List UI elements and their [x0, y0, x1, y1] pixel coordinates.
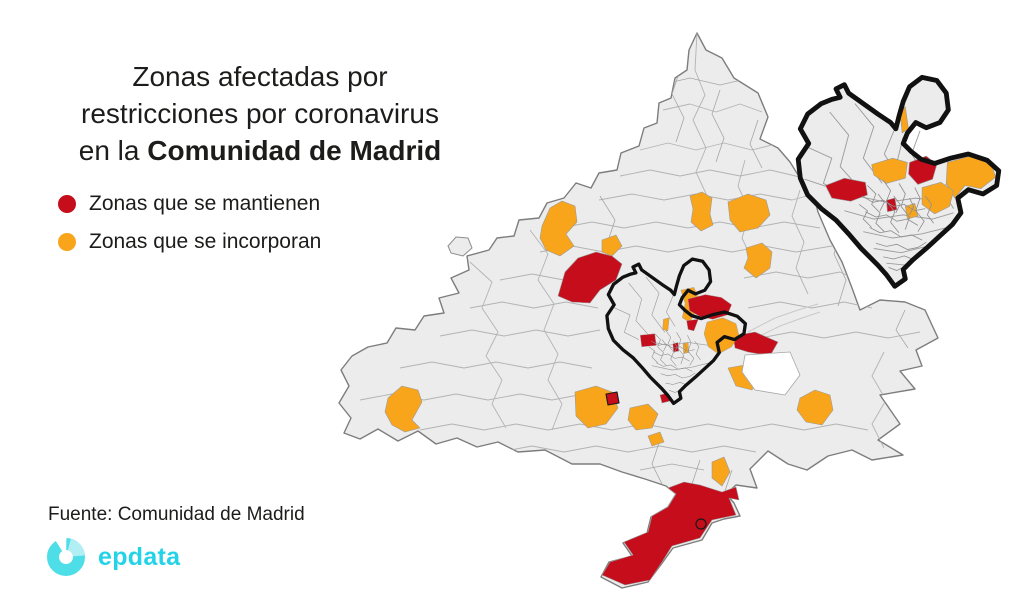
- exclave: [447, 236, 473, 257]
- epdata-brand: epdata: [46, 536, 180, 578]
- legend-item-incorporated: Zonas que se incorporan: [58, 229, 321, 255]
- madrid-city-main: [605, 257, 748, 406]
- legend: Zonas que se mantienen Zonas que se inco…: [58, 191, 321, 267]
- incorporated-dot-icon: [58, 233, 76, 251]
- source-text: Fuente: Comunidad de Madrid: [48, 504, 305, 525]
- legend-item-maintained: Zonas que se mantienen: [58, 191, 321, 217]
- maintained-dot-icon: [58, 195, 76, 213]
- epdata-wordmark: epdata: [98, 542, 181, 571]
- epdata-logo-icon: [47, 536, 85, 576]
- title-line-1: Zonas afectadas por: [132, 61, 388, 92]
- region-map: [338, 32, 939, 589]
- zones-maintained: [557, 251, 801, 586]
- legend-label-incorporated: Zonas que se incorporan: [89, 230, 322, 253]
- chart-title: Zonas afectadas por restricciones por co…: [34, 58, 486, 169]
- title-line-3: en la Comunidad de Madrid: [78, 135, 442, 166]
- madrid-inset-map: [798, 77, 999, 286]
- title-line-2: restricciones por coronavirus: [81, 98, 439, 129]
- legend-label-maintained: Zonas que se mantienen: [89, 192, 321, 215]
